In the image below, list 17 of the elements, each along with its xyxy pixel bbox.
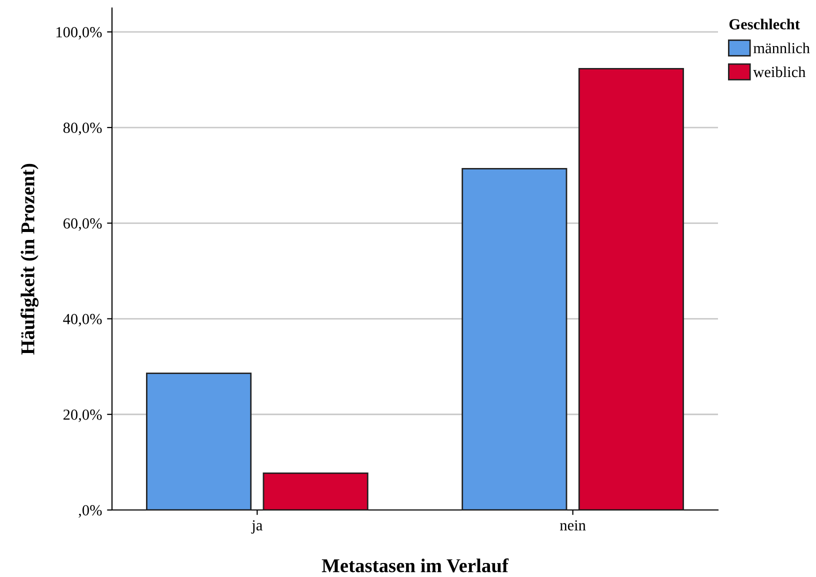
y-tick-label: 20,0% [63,410,102,422]
x-tick-label: ja [251,520,262,534]
x-axis-title: Metastasen im Verlauf [322,558,509,572]
bar [262,472,368,510]
y-axis-title: Häufigkeit (in Prozent) [20,164,39,355]
x-tick-label: nein [560,520,586,530]
legend-label: weiblich [753,66,806,78]
y-tick-label: ,0% [78,505,102,518]
legend-label: männlich [753,42,810,54]
y-tick-label: 100,0% [56,27,102,40]
y-tick-label: 40,0% [63,314,102,326]
y-tick-label: 80,0% [63,122,102,136]
y-tick-label: 60,0% [63,218,102,231]
bar [578,68,684,510]
legend-title: Geschlecht [729,18,800,30]
bar [462,168,568,510]
bar [146,372,252,510]
